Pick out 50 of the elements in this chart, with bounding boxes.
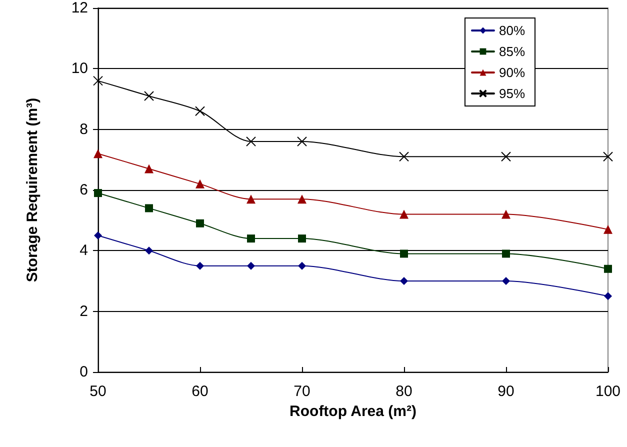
point <box>400 277 408 285</box>
point <box>399 152 409 162</box>
point <box>246 194 256 204</box>
point <box>297 136 307 146</box>
point <box>145 246 153 255</box>
point <box>196 179 204 188</box>
y-tick-label: 12 <box>71 0 88 16</box>
point <box>196 262 204 270</box>
point <box>400 250 408 258</box>
y-tick-label: 8 <box>80 120 88 138</box>
x-tick-label: 50 <box>90 383 106 400</box>
point <box>502 277 510 285</box>
point <box>94 149 102 158</box>
y-axis-title: Storage Requirement (m³) <box>24 98 41 282</box>
point <box>298 194 306 204</box>
point <box>196 219 204 228</box>
point <box>298 262 306 270</box>
point <box>502 210 510 219</box>
point <box>246 136 256 146</box>
point <box>400 210 408 219</box>
point <box>144 164 154 174</box>
x-tick-label: 80 <box>396 383 412 400</box>
point <box>604 292 612 300</box>
point <box>502 250 510 258</box>
x-tick-label: 100 <box>595 383 621 400</box>
point <box>195 106 205 116</box>
y-tick-label: 4 <box>80 242 88 260</box>
x-tick-label: 70 <box>294 383 310 400</box>
y-tick-label: 0 <box>80 364 88 380</box>
point <box>144 90 154 101</box>
legend-label: 80% <box>498 23 526 38</box>
x-axis-title: Rooftop Area (m²) <box>290 403 416 420</box>
legend-label: 95% <box>498 86 526 101</box>
point <box>501 152 511 162</box>
point <box>298 234 306 243</box>
y-tick-label: 6 <box>80 182 88 198</box>
point <box>93 76 103 86</box>
point <box>604 224 612 234</box>
x-tick-label: 60 <box>192 383 208 400</box>
point <box>247 262 255 270</box>
legend-label: 90% <box>498 65 526 80</box>
legend-label: 85% <box>498 44 526 59</box>
point <box>94 232 102 240</box>
point <box>604 264 612 273</box>
x-tick-label: 90 <box>498 383 514 400</box>
point <box>603 152 613 162</box>
point <box>247 234 255 243</box>
y-tick-label: 2 <box>80 302 88 320</box>
point <box>145 204 153 212</box>
y-tick-label: 10 <box>71 60 88 78</box>
